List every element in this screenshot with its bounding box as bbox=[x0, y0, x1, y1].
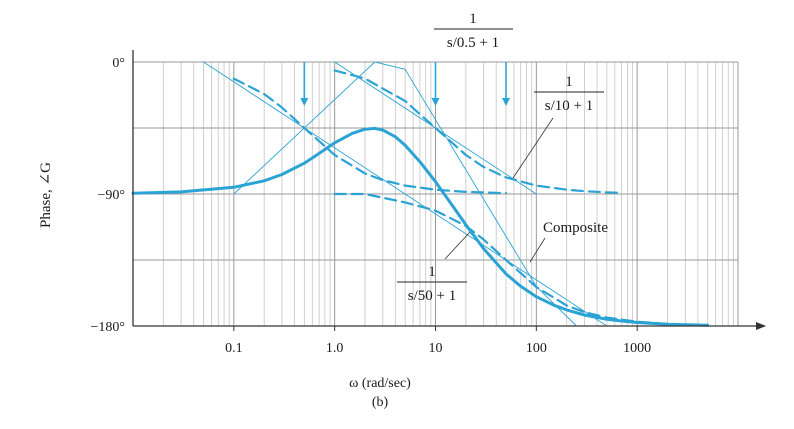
term-3-denominator: s/50 + 1 bbox=[408, 288, 456, 304]
leader-lines bbox=[444, 117, 554, 263]
series-composite bbox=[131, 126, 710, 327]
x-axis-label: ω (rad/sec) bbox=[349, 376, 411, 391]
term-1-numerator: 1 bbox=[469, 11, 477, 27]
y-tick-label: −90° bbox=[98, 188, 126, 203]
pole-arrows bbox=[300, 62, 510, 106]
x-tick-label: 1.0 bbox=[326, 341, 344, 356]
leader-composite bbox=[529, 237, 546, 263]
x-tick-label: 0.1 bbox=[225, 341, 243, 356]
term-3-numerator: 1 bbox=[428, 264, 436, 280]
y-tick-label: −180° bbox=[91, 320, 126, 335]
axes bbox=[132, 50, 766, 330]
x-tick-label: 1000 bbox=[623, 341, 651, 356]
series-asymptote-composite bbox=[233, 61, 577, 327]
composite-label: Composite bbox=[543, 220, 608, 236]
tick-labels: 0.1 1.0 10 100 1000 0° −90° −180° bbox=[91, 56, 652, 356]
y-axis-label: Phase, ∠G bbox=[38, 162, 54, 228]
x-tick-label: 10 bbox=[429, 341, 443, 356]
series-lines bbox=[131, 61, 710, 327]
term-2-numerator: 1 bbox=[565, 74, 573, 90]
annotation-term-3: 1 s/50 + 1 bbox=[397, 264, 467, 304]
annotation-term-1: 1 s/0.5 + 1 bbox=[434, 11, 513, 51]
series-s-10-1 bbox=[333, 69, 623, 194]
figure-caption: (b) bbox=[372, 395, 389, 410]
term-1-denominator: s/0.5 + 1 bbox=[447, 35, 499, 51]
annotation-term-2: 1 s/10 + 1 bbox=[534, 74, 604, 114]
leader-term-3 bbox=[444, 231, 471, 260]
y-tick-label: 0° bbox=[112, 56, 125, 71]
leader-term-2 bbox=[512, 117, 554, 179]
series-s-0-5-1 bbox=[232, 77, 508, 195]
term-2-denominator: s/10 + 1 bbox=[545, 98, 593, 114]
series-s-50-1 bbox=[333, 192, 669, 325]
x-tick-label: 100 bbox=[526, 341, 547, 356]
